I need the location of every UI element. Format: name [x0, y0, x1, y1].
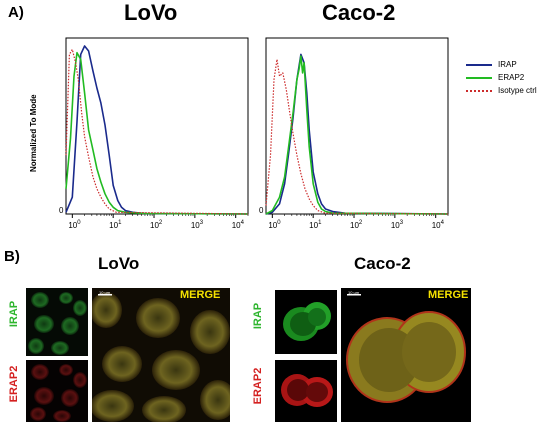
lovo-x-tick-label: 101 — [109, 220, 122, 230]
caco-series-isotype-ctrl — [265, 58, 449, 215]
caco-image-title: Caco-2 — [354, 254, 411, 273]
lovo-merge-label: MERGE — [180, 289, 221, 301]
lovo-series-isotype-ctrl — [65, 48, 249, 215]
lovo-plot-frame — [65, 37, 249, 215]
caco-x-tick-label: 102 — [350, 220, 363, 230]
caco-x-tick-label: 100 — [268, 220, 281, 230]
lovo-irap-micrograph — [26, 288, 88, 356]
lovo-x-tick-label: 103 — [191, 220, 204, 230]
lovo-x-tick-label: 102 — [150, 220, 163, 230]
caco-merge-micrograph — [341, 288, 471, 422]
legend-item-irap: IRAP — [466, 60, 517, 69]
legend-swatch-erap2 — [466, 76, 492, 79]
legend-swatch-isotype — [466, 89, 492, 92]
caco-irap-channel-label: IRAP — [252, 302, 264, 330]
lovo-erap2-channel-label: ERAP2 — [8, 365, 20, 403]
caco-x-tick-label: 104 — [432, 220, 445, 230]
caco-erap2-micrograph — [275, 360, 337, 422]
caco-plot-title: Caco-2 — [322, 0, 396, 25]
caco-plot-frame — [265, 37, 449, 215]
lovo-erap2-micrograph — [26, 360, 88, 422]
legend-swatch-irap — [466, 63, 492, 66]
caco-histogram: 100 101 102 103 104 0 — [259, 37, 449, 230]
caco-series-erap2 — [265, 55, 449, 215]
lovo-series-erap2 — [65, 51, 249, 215]
legend: IRAP ERAP2 Isotype ctrl — [466, 60, 550, 104]
lovo-x-tick-label: 100 — [68, 220, 81, 230]
lovo-plot-title: LoVo — [124, 0, 178, 25]
legend-label-isotype: Isotype ctrl — [498, 86, 537, 95]
lovo-scale-bar-label: 10 µm — [99, 290, 111, 295]
caco-x-tick-label: 101 — [309, 220, 322, 230]
lovo-histogram: 100 101 102 103 104 0 — [59, 37, 249, 230]
panel-a-label: A) — [8, 4, 24, 21]
lovo-y-tick-label: 0 — [59, 206, 64, 215]
legend-item-isotype: Isotype ctrl — [466, 86, 537, 95]
lovo-x-tick-label: 104 — [232, 220, 245, 230]
caco-y-tick-label: 0 — [259, 206, 264, 215]
lovo-merge-micrograph — [92, 288, 230, 422]
panel-b-label: B) — [4, 248, 20, 265]
lovo-irap-channel-label: IRAP — [8, 300, 20, 328]
caco-erap2-channel-label: ERAP2 — [252, 367, 264, 405]
legend-label-erap2: ERAP2 — [498, 73, 525, 82]
y-axis-label: Normalized To Mode — [29, 94, 38, 172]
lovo-series-irap — [65, 45, 249, 215]
caco-merge-label: MERGE — [428, 289, 469, 301]
caco-x-tick-label: 103 — [391, 220, 404, 230]
legend-label-irap: IRAP — [498, 60, 517, 69]
legend-item-erap2: ERAP2 — [466, 73, 524, 82]
caco-irap-micrograph — [275, 290, 337, 354]
lovo-image-title: LoVo — [98, 254, 140, 273]
caco-scale-bar-label: 10 µm — [348, 290, 360, 295]
